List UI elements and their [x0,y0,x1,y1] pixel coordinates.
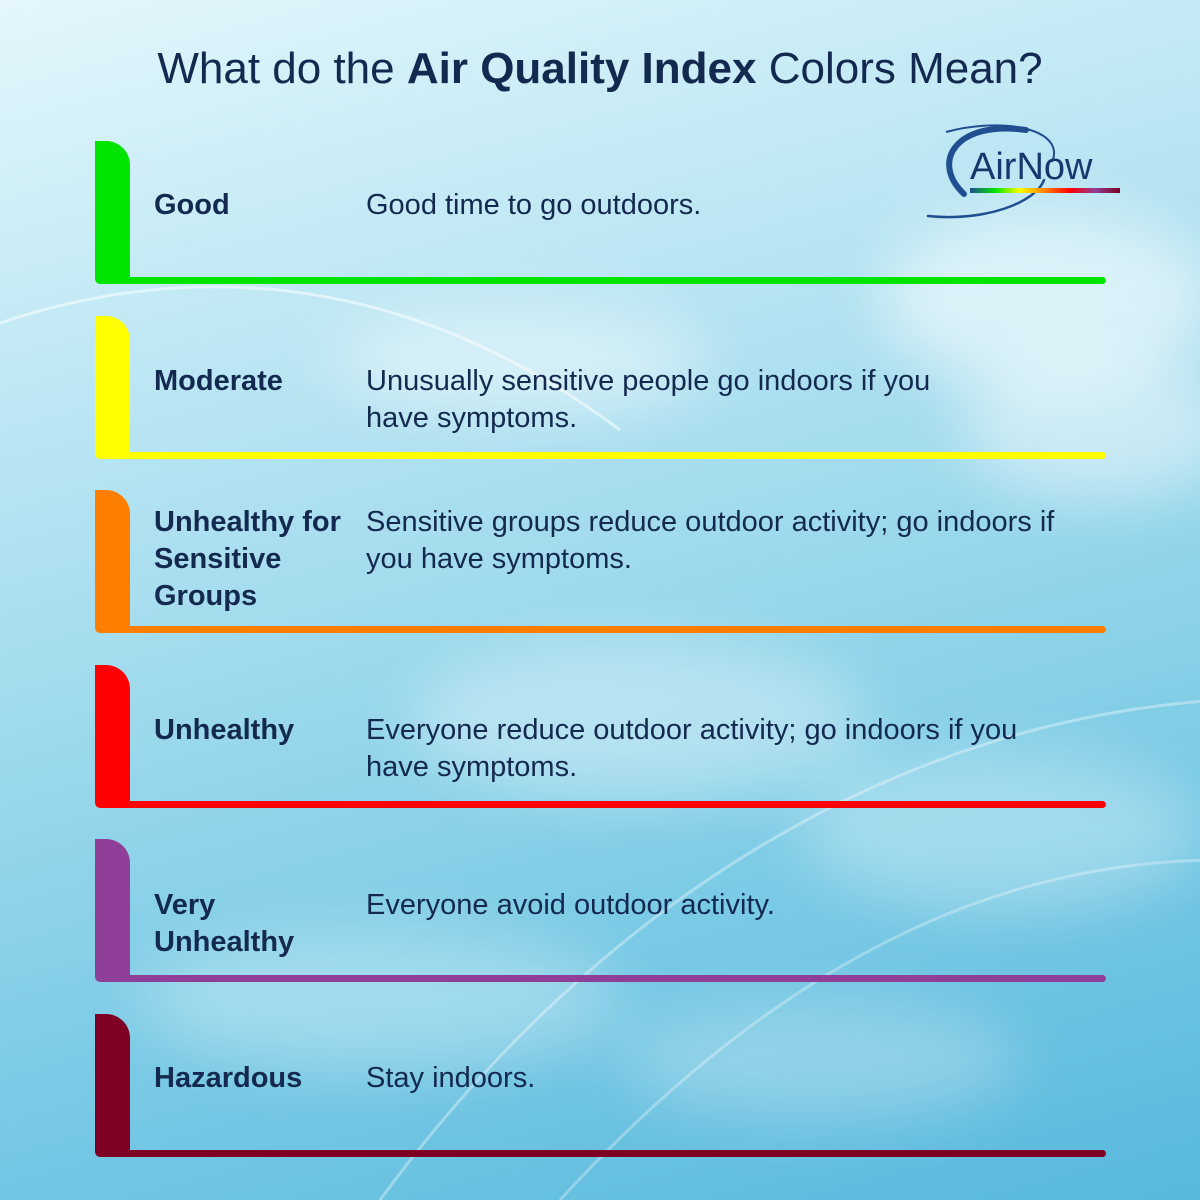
level-underline-bar [95,1150,1106,1157]
aqi-level-unhealthy: Unhealthy Everyone reduce outdoor activi… [95,665,1106,808]
title-prefix: What do the [157,44,407,93]
aqi-level-very-unhealthy: Very Unhealthy Everyone avoid outdoor ac… [95,839,1106,982]
aqi-level-moderate: Moderate Unusually sensitive people go i… [95,316,1106,459]
airnow-logo: AirNow [926,122,1126,222]
level-color-bar [95,1014,130,1157]
level-description: Stay indoors. [366,1062,536,1094]
level-underline-bar [95,277,1106,284]
airnow-swoosh-icon [926,124,1120,219]
title-emphasis: Air Quality Index [406,44,757,93]
title-suffix: Colors Mean? [756,44,1043,93]
level-description: Everyone reduce outdoor activity; go ind… [366,714,1018,783]
level-color-bar [95,316,130,459]
level-color-bar [95,839,130,982]
level-underline-bar [95,975,1106,982]
level-color-bar [95,141,130,284]
level-label: Moderate [154,365,283,397]
aqi-level-good: Good Good time to go outdoors. [95,141,1106,284]
level-description: Unusually sensitive people go indoors if… [366,365,931,434]
page-title: What do the Air Quality Index Colors Mea… [0,44,1200,94]
level-color-bar [95,665,130,808]
level-underline-bar [95,452,1106,459]
level-label: Unhealthy [154,714,295,746]
aqi-level-unhealthy-sensitive: Unhealthy for Sensitive Groups Sensitive… [95,490,1106,633]
level-underline-bar [95,626,1106,633]
level-description: Sensitive groups reduce outdoor activity… [366,506,1055,575]
aqi-level-hazardous: Hazardous Stay indoors. [95,1014,1106,1157]
level-underline-bar [95,801,1106,808]
level-color-bar [95,490,130,633]
level-description: Good time to go outdoors. [366,189,702,221]
level-description: Everyone avoid outdoor activity. [366,889,775,921]
level-label: Very Unhealthy [154,889,295,958]
level-label: Good [154,189,230,221]
airnow-logo-text: AirNow [970,146,1093,188]
level-label: Unhealthy for Sensitive Groups [154,506,341,612]
level-label: Hazardous [154,1062,303,1094]
